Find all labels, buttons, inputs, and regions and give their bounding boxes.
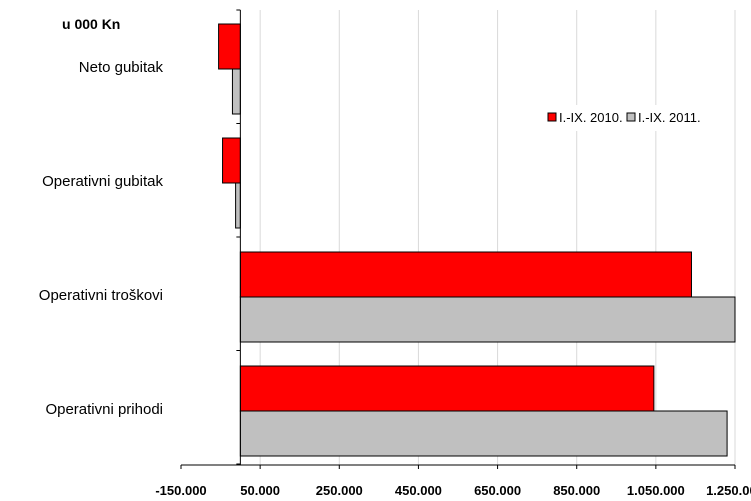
category-label: Operativni gubitak: [42, 173, 163, 190]
bar: [222, 137, 241, 184]
x-tick-label: 250.000: [316, 483, 363, 498]
bar: [239, 251, 692, 298]
category-label: Operativni prihodi: [45, 401, 163, 418]
bars: [218, 23, 736, 457]
x-tick-label: 850.000: [553, 483, 600, 498]
unit-label: u 000 Kn: [62, 16, 120, 32]
bar: [218, 23, 241, 70]
x-tick-label: -150.000: [155, 483, 206, 498]
labels: -150.000 50.000 250.000 450.000 650.000 850.0…: [39, 59, 751, 498]
x-tick-label: 50.000: [240, 483, 280, 498]
x-tick-label: 1.250.000: [706, 483, 751, 498]
category-label: Operativni troškovi: [39, 287, 163, 304]
bar: [231, 68, 241, 115]
bar: [239, 410, 728, 457]
x-tick-label: 450.000: [395, 483, 442, 498]
axes: [180, 9, 736, 469]
grid-lines: [259, 10, 736, 465]
x-tick-label: 650.000: [474, 483, 521, 498]
legend-label: I.-IX. 2010.: [559, 110, 623, 125]
bar: [239, 296, 736, 343]
legend-label: I.-IX. 2011.: [638, 110, 701, 125]
bar: [239, 365, 655, 412]
legend-swatch: [626, 112, 636, 122]
x-tick-label: 1.050.000: [627, 483, 685, 498]
legend-swatch: [547, 112, 557, 122]
legend: I.-IX. 2010. I.-IX. 2011.: [541, 105, 731, 131]
bar: [235, 182, 241, 229]
legend-background: [541, 105, 731, 131]
category-label: Neto gubitak: [79, 59, 164, 76]
